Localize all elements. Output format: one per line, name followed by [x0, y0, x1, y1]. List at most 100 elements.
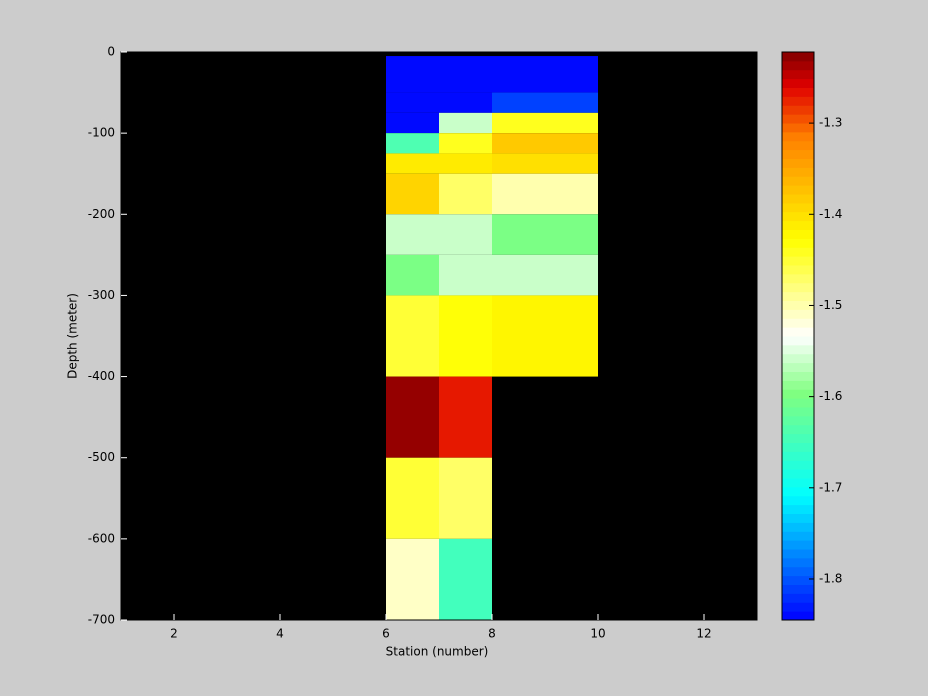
colorbar-swatch: [782, 149, 814, 159]
colorbar-swatch: [782, 211, 814, 222]
colorbar-swatch: [782, 309, 814, 319]
y-axis-label: Depth (meter): [66, 293, 80, 379]
colorbar-swatch: [782, 105, 814, 115]
colorbar-swatch: [782, 398, 814, 408]
colorbar-swatch: [782, 407, 814, 417]
colorbar-swatch: [782, 557, 814, 568]
colorbar-swatch: [782, 167, 814, 177]
colorbar-swatch: [782, 194, 814, 204]
cell: [545, 112, 598, 134]
x-tick-label: 6: [382, 627, 390, 641]
cell: [439, 112, 492, 134]
cell: [492, 254, 545, 296]
colorbar-swatch: [782, 460, 814, 470]
cell: [492, 153, 545, 174]
y-tick-label: -100: [88, 126, 115, 140]
cell: [545, 173, 598, 215]
y-tick-label: -200: [88, 207, 115, 221]
colorbar-swatch: [782, 504, 814, 514]
x-axis-label: Station (number): [386, 645, 489, 659]
colorbar-swatch: [782, 273, 814, 284]
colorbar-swatch: [782, 247, 814, 257]
colorbar-frame: [781, 51, 815, 621]
cell: [386, 254, 439, 296]
colorbar-swatch: [782, 495, 814, 506]
colorbar-swatch: [782, 513, 814, 523]
colorbar-swatch: [782, 202, 814, 213]
x-tick-label: 10: [590, 627, 605, 641]
x-tick-label: 8: [488, 627, 496, 641]
cell: [386, 173, 439, 215]
cell: [492, 295, 545, 377]
colorbar-tick-label: -1.5: [819, 298, 842, 312]
colorbar-swatch: [782, 87, 814, 97]
colorbar-swatch: [782, 256, 814, 266]
cell: [545, 295, 598, 377]
y-tick-label: -400: [88, 369, 115, 383]
colorbar-swatch: [782, 575, 814, 585]
colorbar-tick-label: -1.8: [819, 571, 842, 585]
colorbar-swatch: [782, 611, 814, 621]
colorbar-swatch: [782, 96, 814, 106]
cell: [386, 214, 439, 255]
colorbar-swatch: [782, 424, 814, 435]
colorbar-tick-label: -1.4: [819, 207, 842, 221]
x-tick-label: 2: [170, 627, 178, 641]
colorbar-swatch: [782, 238, 814, 248]
colorbar-swatch: [782, 327, 814, 337]
colorbar-swatch: [782, 522, 814, 532]
cell: [386, 153, 439, 174]
colorbar-swatch: [782, 336, 814, 346]
cell: [545, 133, 598, 154]
colorbar-swatch: [782, 469, 814, 479]
colorbar-swatch: [782, 451, 814, 461]
cell: [439, 376, 492, 458]
y-tick-label: -600: [88, 531, 115, 545]
cell: [492, 56, 545, 93]
colorbar-swatch: [782, 353, 814, 364]
cell: [439, 56, 492, 93]
cell: [545, 92, 598, 113]
cell: [545, 56, 598, 93]
cell: [439, 254, 492, 296]
colorbar-swatch: [782, 593, 814, 603]
cell: [439, 295, 492, 377]
colorbar-swatch: [782, 380, 814, 390]
colorbar-swatch: [782, 158, 814, 168]
colorbar-swatch: [782, 531, 814, 541]
colorbar-swatch: [782, 123, 814, 133]
colorbar-swatch: [782, 549, 814, 559]
colorbar-swatch: [782, 362, 814, 372]
x-tick-label: 12: [696, 627, 711, 641]
colorbar-swatch: [782, 344, 814, 355]
cell: [439, 538, 492, 620]
colorbar-swatch: [782, 602, 814, 612]
cell: [492, 173, 545, 215]
cell: [386, 376, 439, 458]
colorbar-tick-label: -1.7: [819, 480, 842, 494]
colorbar-swatch: [782, 140, 814, 151]
cell: [492, 133, 545, 154]
cell: [386, 457, 439, 539]
colorbar-swatch: [782, 131, 814, 142]
colorbar-swatch: [782, 300, 814, 310]
cell: [386, 56, 439, 93]
colorbar-swatch: [782, 52, 814, 62]
cell: [439, 173, 492, 215]
cell: [386, 92, 439, 113]
cell: [492, 92, 545, 113]
x-tick-label: 4: [276, 627, 284, 641]
cell: [439, 153, 492, 174]
colorbar-swatch: [782, 389, 814, 399]
cell: [386, 133, 439, 154]
colorbar-swatch: [782, 318, 814, 328]
cell: [439, 214, 492, 255]
y-tick-label: -300: [88, 288, 115, 302]
colorbar-swatch: [782, 282, 814, 293]
y-tick-label: -500: [88, 450, 115, 464]
cell: [545, 254, 598, 296]
cell: [545, 214, 598, 255]
colorbar-tick-label: -1.3: [819, 116, 842, 130]
colorbar-swatch: [782, 176, 814, 186]
cell: [439, 92, 492, 113]
